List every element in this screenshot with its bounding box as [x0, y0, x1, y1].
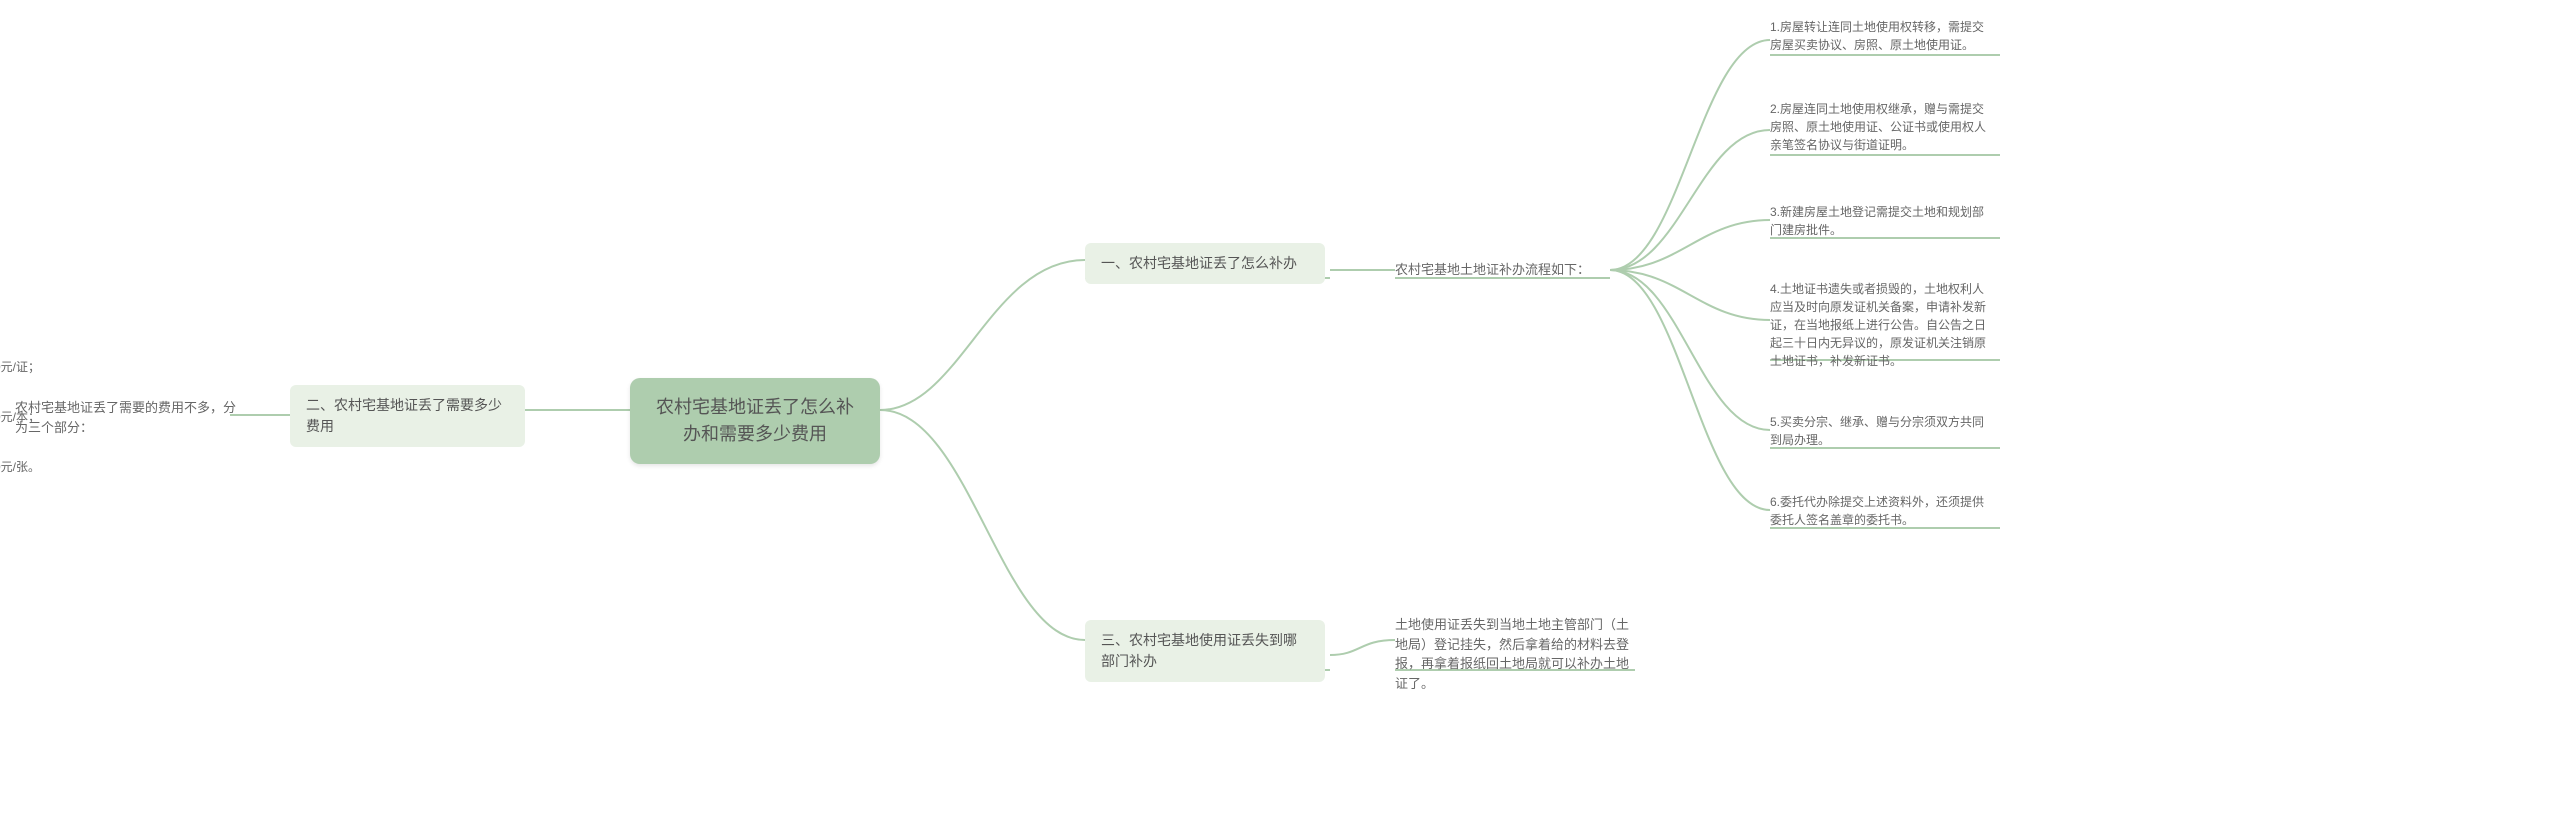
branch-3-sub: 土地使用证丢失到当地土地主管部门（土地局）登记挂失，然后拿着给的材料去登报，再拿… [1395, 615, 1635, 693]
branch-3: 三、农村宅基地使用证丢失到哪部门补办 [1085, 620, 1325, 682]
branch-1-leaf-5: 5.买卖分宗、继承、赠与分宗须双方共同到局办理。 [1770, 413, 1995, 449]
root-node: 农村宅基地证丢了怎么补 办和需要多少费用 [630, 378, 880, 464]
branch-1-label: 一、农村宅基地证丢了怎么补办 [1101, 255, 1297, 271]
branch-2-leaf-1: 1.补房屋土地证费用70元/证； [0, 358, 40, 376]
branch-2-sub: 农村宅基地证丢了需要的费用不多，分为三个部分： [15, 398, 245, 437]
branch-2-leaf-3: 3.证后附图成图资料费50元/张。 [0, 458, 40, 476]
branch-1-leaf-3: 3.新建房屋土地登记需提交土地和规划部门建房批件。 [1770, 203, 1995, 239]
branch-1-leaf-1: 1.房屋转让连同土地使用权转移，需提交房屋买卖协议、房照、原土地使用证。 [1770, 18, 1995, 54]
branch-1-leaf-4: 4.土地证书遗失或者损毁的，土地权利人应当及时向原发证机关备案，申请补发新证，在… [1770, 280, 1995, 370]
root-title-line1: 农村宅基地证丢了怎么补 [652, 394, 858, 421]
branch-3-label: 三、农村宅基地使用证丢失到哪部门补办 [1101, 632, 1297, 669]
branch-1-leaf-6: 6.委托代办除提交上述资料外，还须提供委托人签名盖章的委托书。 [1770, 493, 1995, 529]
branch-2: 二、农村宅基地证丢了需要多少费用 [290, 385, 525, 447]
branch-2-label: 二、农村宅基地证丢了需要多少费用 [306, 397, 502, 434]
branch-1-leaf-2: 2.房屋连同土地使用权继承，赠与需提交房照、原土地使用证、公证书或使用权人亲笔签… [1770, 100, 1995, 154]
root-title-line2: 办和需要多少费用 [652, 421, 858, 448]
branch-2-leaf-2: 2.含土地证书工本费20元/本； [0, 408, 40, 426]
branch-1: 一、农村宅基地证丢了怎么补办 [1085, 243, 1325, 284]
branch-1-sub: 农村宅基地土地证补办流程如下： [1395, 260, 1625, 280]
